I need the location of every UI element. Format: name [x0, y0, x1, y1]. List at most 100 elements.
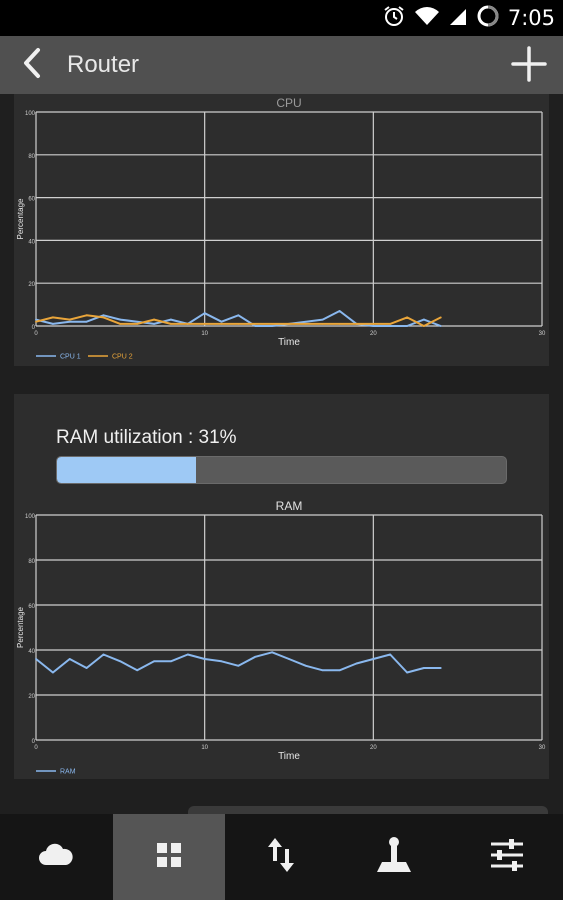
data-point [220, 660, 223, 663]
x-tick-label: 30 [539, 331, 546, 337]
status-icons: 7:05 [382, 0, 555, 36]
data-point [338, 669, 341, 672]
y-tick-label: 80 [28, 154, 35, 160]
data-point [321, 318, 324, 321]
data-point [102, 653, 105, 656]
data-point [102, 314, 105, 317]
data-point [423, 318, 425, 321]
data-point [439, 316, 442, 319]
y-tick-label: 40 [28, 649, 35, 655]
data-point [220, 322, 223, 325]
x-axis-label: Time [278, 751, 300, 762]
y-tick-label: 0 [32, 325, 36, 331]
grid-icon [156, 842, 182, 873]
cell-signal-icon [448, 5, 468, 32]
data-point [35, 318, 37, 321]
plus-icon [511, 45, 547, 87]
data-point [85, 320, 88, 323]
data-point [102, 316, 105, 319]
data-point [406, 671, 408, 674]
y-tick-label: 80 [28, 559, 35, 565]
cpu-chart: CPU 0 10 20 30 0 20 40 60 80 100 Time Percentage CPU … [16, 96, 546, 361]
sync-icon [476, 4, 500, 33]
nav-tab-cloud[interactable] [0, 814, 113, 900]
chart-title: RAM [276, 499, 303, 513]
data-point [153, 660, 155, 663]
data-point [237, 322, 240, 325]
legend-label: RAM [60, 769, 76, 776]
data-point [153, 318, 155, 321]
y-axis-label: Percentage [16, 198, 25, 239]
nav-tab-dashboard[interactable] [112, 814, 226, 900]
data-point [389, 653, 392, 656]
data-point [288, 658, 290, 660]
data-point [406, 325, 408, 327]
y-tick-label: 20 [28, 694, 35, 700]
chart-title: CPU [276, 96, 301, 110]
legend-label: CPU 2 [112, 354, 133, 361]
add-button[interactable] [509, 45, 549, 87]
data-point [304, 664, 307, 667]
data-point [254, 322, 257, 325]
data-point [254, 325, 257, 327]
data-point [51, 316, 54, 319]
data-point [439, 325, 442, 327]
data-point [406, 316, 408, 319]
joystick-icon [375, 836, 413, 879]
data-point [439, 667, 442, 669]
data-point [372, 322, 375, 325]
data-point [321, 669, 324, 672]
data-point [170, 660, 172, 663]
data-point [254, 655, 257, 658]
x-axis-label: Time [278, 337, 300, 348]
data-point [153, 322, 155, 325]
page-title: Router [67, 51, 140, 78]
data-point [304, 320, 307, 323]
dashboard-content[interactable]: CPU 0 10 20 30 0 20 40 60 80 100 Time Percentage CPU … [0, 94, 563, 814]
data-point [186, 653, 189, 656]
data-point [355, 322, 358, 325]
next-card-peek [188, 806, 548, 814]
nav-tab-settings[interactable] [450, 814, 563, 900]
data-point [355, 662, 358, 665]
data-point [68, 318, 71, 321]
cloud-icon [38, 843, 74, 872]
back-button[interactable] [12, 46, 52, 84]
data-point [321, 322, 324, 325]
ram-card: RAM utilization : 31% RAM 0 10 20 30 0 20 40 60 8… [14, 394, 549, 779]
data-point [338, 310, 341, 312]
y-tick-label: 100 [25, 111, 36, 117]
data-point [85, 314, 88, 317]
nav-tab-transfer[interactable] [225, 814, 338, 900]
x-tick-label: 0 [34, 331, 38, 337]
ram-chart: RAM 0 10 20 30 0 20 40 60 80 100 Time Percentage RAM [16, 499, 546, 776]
status-time: 7:05 [507, 6, 555, 30]
data-point [237, 664, 240, 667]
x-tick-label: 10 [201, 331, 208, 337]
data-point [271, 322, 274, 325]
wifi-icon [414, 5, 440, 32]
data-point [423, 667, 425, 669]
nav-tab-control[interactable] [338, 814, 451, 900]
data-point [85, 667, 88, 669]
status-bar: 7:05 [0, 0, 563, 36]
data-point [271, 651, 274, 654]
x-tick-label: 20 [370, 745, 377, 751]
data-point [51, 671, 54, 674]
data-point [68, 320, 71, 323]
x-tick-label: 30 [539, 745, 546, 751]
y-tick-label: 60 [28, 604, 35, 610]
data-point [203, 322, 206, 325]
y-tick-label: 100 [25, 514, 36, 520]
action-bar: Router [0, 36, 563, 94]
y-tick-label: 20 [28, 282, 35, 288]
x-tick-label: 0 [34, 745, 38, 751]
y-axis-label: Percentage [16, 606, 25, 647]
data-point [136, 320, 139, 323]
y-tick-label: 0 [32, 739, 36, 745]
data-point [119, 322, 122, 325]
data-point [119, 318, 122, 321]
y-tick-label: 40 [28, 239, 35, 245]
data-point [170, 322, 172, 325]
